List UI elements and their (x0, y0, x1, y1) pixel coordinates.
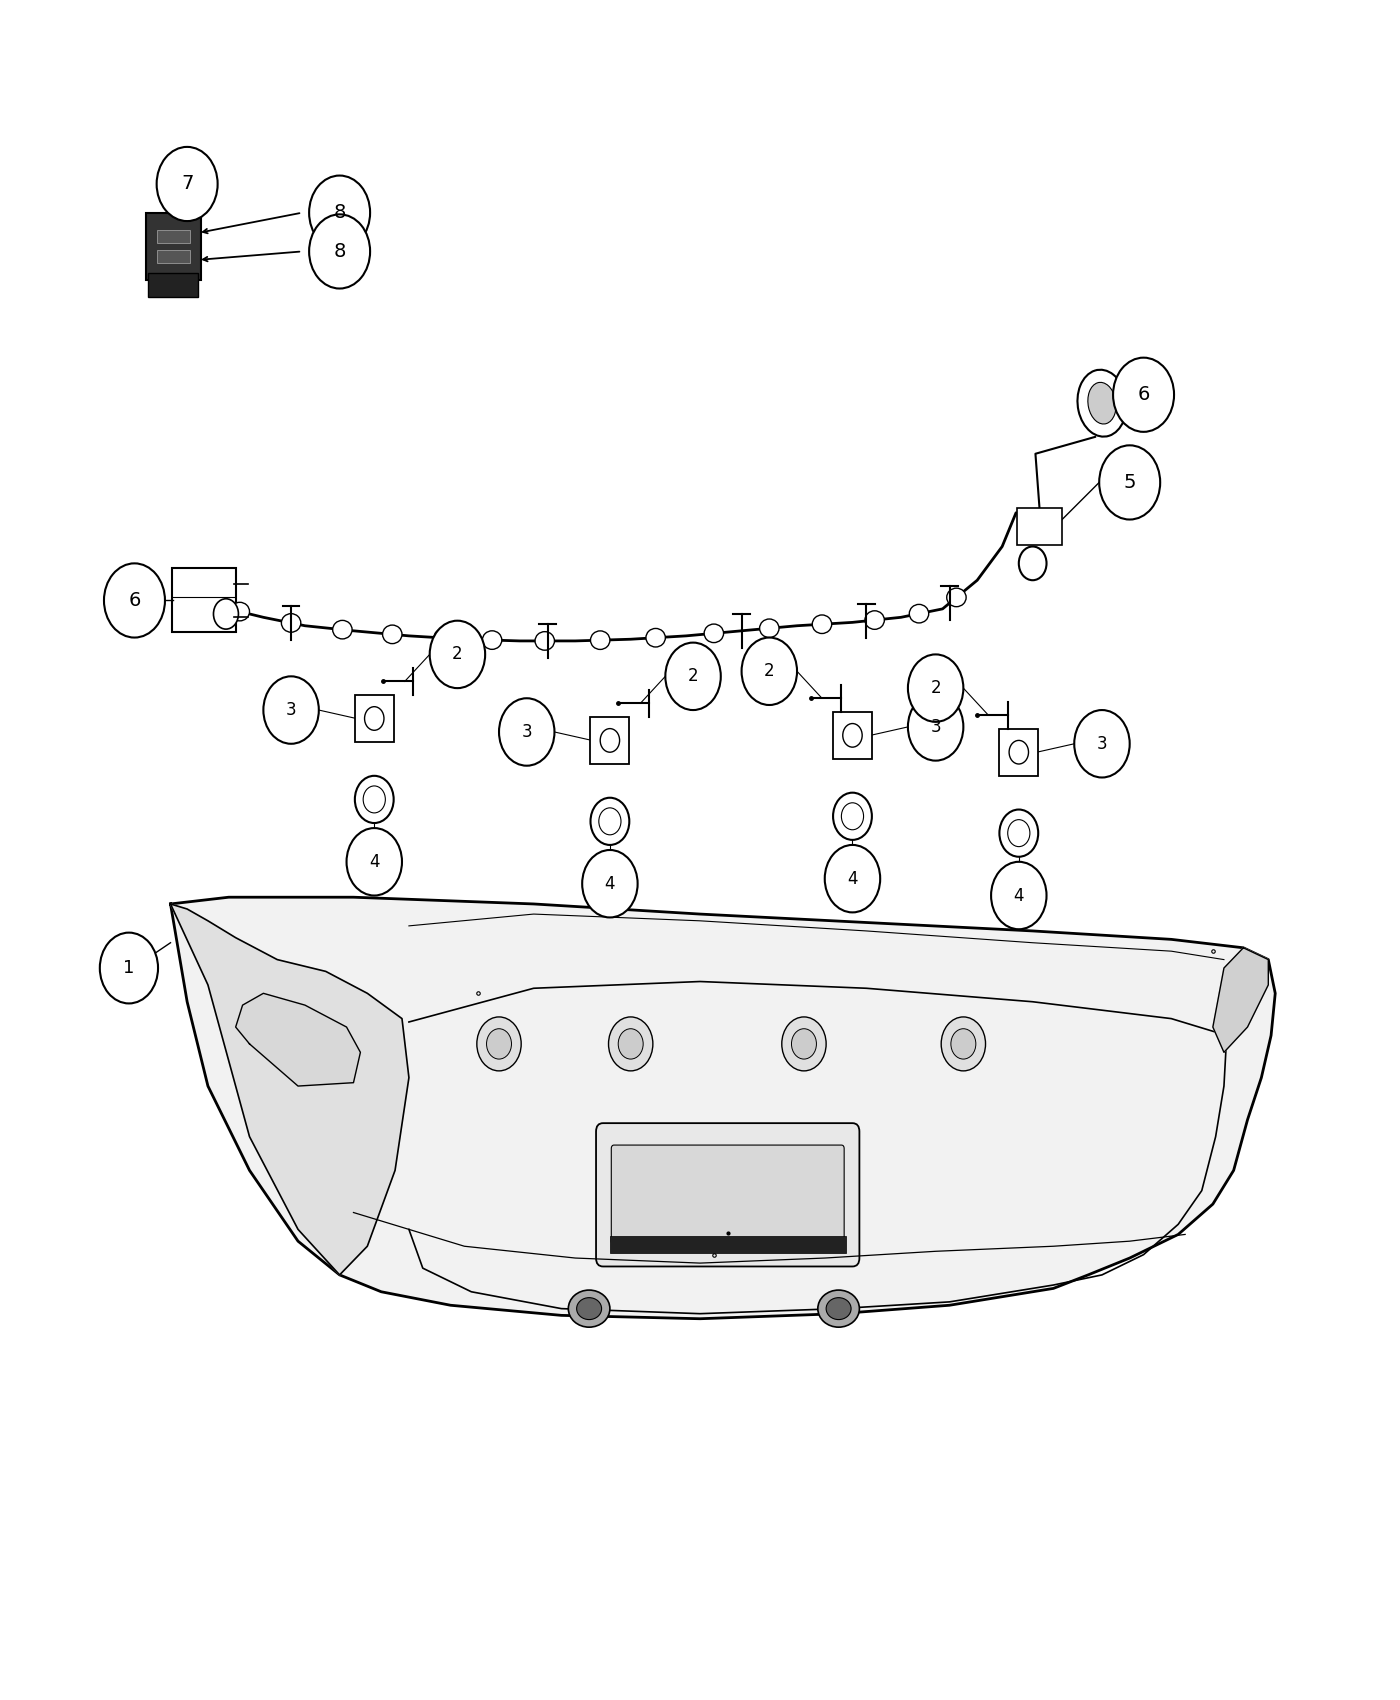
FancyBboxPatch shape (612, 1146, 844, 1244)
Polygon shape (1212, 949, 1268, 1052)
Circle shape (991, 862, 1047, 930)
Circle shape (99, 933, 158, 1003)
Ellipse shape (591, 631, 610, 649)
FancyBboxPatch shape (157, 230, 190, 243)
Circle shape (363, 785, 385, 813)
Circle shape (487, 1028, 511, 1059)
Circle shape (833, 792, 872, 840)
Polygon shape (171, 898, 1275, 1319)
Circle shape (1000, 809, 1039, 857)
Ellipse shape (946, 588, 966, 607)
Text: 7: 7 (181, 175, 193, 194)
FancyBboxPatch shape (157, 250, 190, 264)
Circle shape (104, 563, 165, 638)
FancyBboxPatch shape (596, 1124, 860, 1266)
Ellipse shape (382, 626, 402, 644)
Ellipse shape (812, 615, 832, 634)
Ellipse shape (826, 1297, 851, 1319)
Text: 3: 3 (1096, 734, 1107, 753)
Text: 3: 3 (286, 700, 297, 719)
Text: 4: 4 (605, 876, 615, 892)
Ellipse shape (568, 1290, 610, 1328)
Ellipse shape (281, 614, 301, 632)
Text: 6: 6 (129, 592, 140, 610)
Circle shape (430, 620, 486, 688)
Circle shape (619, 1028, 643, 1059)
Circle shape (909, 694, 963, 760)
Circle shape (309, 175, 370, 250)
Circle shape (263, 677, 319, 745)
Text: 4: 4 (1014, 886, 1023, 904)
Circle shape (909, 654, 963, 722)
Ellipse shape (483, 631, 501, 649)
Circle shape (157, 146, 217, 221)
FancyBboxPatch shape (146, 212, 202, 280)
Polygon shape (235, 993, 360, 1086)
Circle shape (364, 707, 384, 731)
FancyBboxPatch shape (1000, 729, 1039, 775)
Circle shape (1074, 711, 1130, 777)
Ellipse shape (865, 610, 885, 629)
Circle shape (951, 1028, 976, 1059)
Text: 2: 2 (687, 668, 699, 685)
FancyBboxPatch shape (610, 1236, 846, 1253)
Circle shape (781, 1017, 826, 1071)
Circle shape (609, 1017, 652, 1071)
Circle shape (825, 845, 881, 913)
Ellipse shape (1078, 369, 1127, 437)
Circle shape (309, 214, 370, 289)
Ellipse shape (1088, 382, 1116, 423)
FancyBboxPatch shape (591, 717, 630, 763)
Circle shape (591, 797, 630, 845)
Ellipse shape (818, 1290, 860, 1328)
Circle shape (477, 1017, 521, 1071)
Ellipse shape (645, 629, 665, 648)
FancyBboxPatch shape (354, 695, 393, 743)
Text: 8: 8 (333, 241, 346, 260)
FancyBboxPatch shape (172, 568, 235, 632)
Circle shape (582, 850, 637, 918)
Circle shape (601, 729, 620, 751)
Text: 2: 2 (931, 678, 941, 697)
Circle shape (1009, 741, 1029, 763)
FancyBboxPatch shape (833, 712, 872, 758)
Circle shape (1099, 445, 1161, 520)
Circle shape (841, 802, 864, 830)
Ellipse shape (760, 619, 778, 638)
Text: 4: 4 (847, 870, 858, 887)
Circle shape (347, 828, 402, 896)
Circle shape (1019, 546, 1047, 580)
Circle shape (843, 724, 862, 746)
Text: 2: 2 (764, 663, 774, 680)
Text: 1: 1 (123, 959, 134, 978)
Ellipse shape (910, 605, 928, 622)
Ellipse shape (230, 602, 249, 620)
Ellipse shape (704, 624, 724, 643)
Text: 8: 8 (333, 204, 346, 223)
Polygon shape (171, 904, 409, 1275)
Text: 2: 2 (452, 646, 463, 663)
Circle shape (742, 638, 797, 706)
Ellipse shape (535, 632, 554, 649)
Circle shape (498, 699, 554, 765)
Circle shape (599, 808, 622, 835)
Circle shape (791, 1028, 816, 1059)
Text: 3: 3 (521, 722, 532, 741)
Circle shape (1008, 819, 1030, 847)
FancyBboxPatch shape (1018, 508, 1061, 544)
Ellipse shape (434, 629, 454, 648)
Circle shape (941, 1017, 986, 1071)
Ellipse shape (577, 1297, 602, 1319)
Text: 6: 6 (1137, 386, 1149, 405)
Circle shape (354, 775, 393, 823)
Text: 3: 3 (931, 717, 941, 736)
Circle shape (665, 643, 721, 711)
Circle shape (1113, 357, 1175, 432)
Ellipse shape (333, 620, 351, 639)
Text: 4: 4 (370, 853, 379, 870)
Circle shape (213, 598, 238, 629)
Text: 5: 5 (1123, 473, 1135, 491)
FancyBboxPatch shape (148, 274, 199, 297)
